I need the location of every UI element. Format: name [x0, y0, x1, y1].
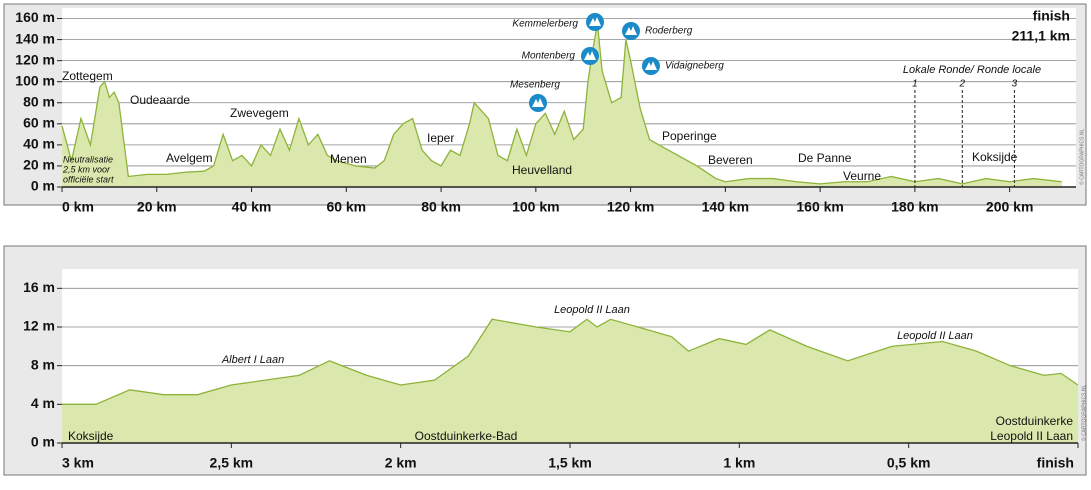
y-tick-label: 0 m [31, 178, 55, 194]
place-label: Ieper [427, 131, 454, 145]
climb-label: Roderberg [645, 26, 693, 37]
x-tick-label: 40 km [232, 199, 272, 215]
place-label: De Panne [798, 151, 852, 165]
x-tick-label: 3 km [62, 455, 94, 471]
place-label: Albert I Laan [221, 354, 284, 366]
x-tick-label: 100 km [512, 199, 559, 215]
y-tick-label: 8 m [31, 356, 55, 372]
place-label: Oostduinkerke-Bad [415, 429, 518, 443]
y-tick-label: 160 m [15, 9, 55, 25]
place-label: Koksijde [972, 150, 1018, 164]
place-label: Zottegem [62, 69, 113, 83]
elevation-area [62, 23, 1062, 188]
copyright: © CARTOGRAPHICS.NL [1080, 384, 1087, 441]
laps-title: Lokale Ronde/ Ronde locale [903, 64, 1041, 76]
place-label: Oudeaarde [130, 93, 190, 107]
x-tick-label: 180 km [891, 199, 938, 215]
note: officiële start [63, 174, 114, 184]
climb-icon-mountain [625, 26, 637, 35]
place-label: Zwevegem [230, 106, 289, 120]
elevation-line [61, 23, 1062, 185]
place-label: Menen [330, 152, 367, 166]
elevation-line [62, 318, 1079, 405]
place-label: Poperinge [662, 129, 717, 143]
note: Neutralisatie [63, 154, 113, 164]
y-tick-label: 16 m [23, 279, 55, 295]
climb-label: Kemmelerberg [512, 19, 578, 30]
x-tick-label: 140 km [702, 199, 749, 215]
lap-label: 3 [1012, 79, 1018, 90]
place-label: Oostduinkerke [996, 414, 1074, 428]
x-tick-label: 20 km [137, 199, 177, 215]
climb-icon-mountain [589, 17, 601, 26]
climb-label: Montenberg [522, 51, 576, 62]
place-label: Leopold II Laan [897, 330, 973, 342]
place-label: Heuvelland [512, 163, 572, 177]
x-tick-label: 80 km [421, 199, 461, 215]
place-label: Koksijde [68, 429, 114, 443]
y-tick-label: 140 m [15, 30, 55, 46]
y-tick-label: 0 m [31, 434, 55, 450]
y-tick-label: 100 m [15, 72, 55, 88]
y-tick-label: 40 m [23, 136, 55, 152]
climb-icon-mountain [532, 98, 544, 107]
x-tick-label: 1,5 km [548, 455, 592, 471]
climb-icon-mountain [584, 51, 596, 60]
place-label: Leopold II Laan [990, 429, 1073, 443]
y-tick-label: 120 m [15, 51, 55, 67]
x-tick-label: 2 km [385, 455, 417, 471]
climb-label: Vidaigneberg [665, 61, 724, 72]
y-tick-label: 12 m [23, 318, 55, 334]
distance-label: 211,1 km [1012, 28, 1070, 44]
x-tick-label: 200 km [986, 199, 1033, 215]
copyright: © CARTOGRAPHICS.NL [1078, 128, 1085, 185]
finish-label: finish [1033, 8, 1070, 24]
y-tick-label: 80 m [23, 93, 55, 109]
lap-label: 2 [958, 79, 965, 90]
x-tick-label: 60 km [326, 199, 366, 215]
x-tick-label: 1 km [723, 455, 755, 471]
climb-label: Mesenberg [510, 80, 560, 91]
x-tick-label: 0 km [62, 199, 94, 215]
y-tick-label: 4 m [31, 395, 55, 411]
place-label: Veurne [843, 169, 881, 183]
lap-label: 1 [912, 79, 918, 90]
place-label: Leopold II Laan [554, 304, 630, 316]
climb-icon-mountain [645, 61, 657, 70]
y-tick-label: 20 m [23, 157, 55, 173]
x-tick-label: 0,5 km [887, 455, 931, 471]
place-label: Avelgem [166, 151, 212, 165]
note: 2,5 km voor [62, 164, 111, 174]
place-label: Beveren [708, 153, 753, 167]
y-tick-label: 60 m [23, 115, 55, 131]
x-tick-label: finish [1037, 455, 1074, 471]
x-tick-label: 120 km [607, 199, 654, 215]
x-tick-label: 2,5 km [210, 455, 254, 471]
x-tick-label: 160 km [796, 199, 843, 215]
elevation-area [62, 319, 1078, 443]
